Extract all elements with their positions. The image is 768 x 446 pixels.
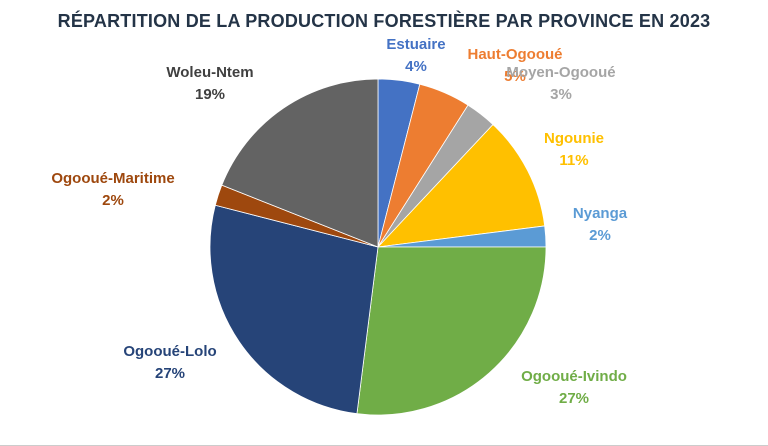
slice-percent: 27% — [558, 390, 590, 407]
slice-name: Woleu-Ntem — [166, 64, 254, 81]
pie-slice-ngounie — [376, 123, 546, 248]
pie-label-ogooue-lolo: Ogooué-Lolo 27% — [123, 341, 216, 385]
slice-name: Ogooué-Maritime — [51, 170, 175, 187]
slice-name: Nyanga — [572, 205, 628, 222]
chart-title: RÉPARTITION DE LA PRODUCTION FORESTIÈRE … — [57, 11, 711, 31]
pie-label-haut-ogooue: Haut-Ogooué 5% — [468, 44, 563, 88]
pie-label-moyen-ogooue: Moyen-Ogooué 3% — [506, 62, 615, 106]
slice-percent: 4% — [405, 58, 427, 75]
slice-name: Ogooué-Ivindo — [521, 368, 627, 385]
pie-label-estuaire: Estuaire 4% — [386, 34, 445, 78]
slice-name: Ngounie — [544, 130, 604, 147]
slice-percent: 27% — [154, 365, 186, 382]
slice-percent: 2% — [589, 227, 611, 244]
pie-slice-ogooue-ivindo — [356, 246, 547, 416]
pie-label-woleu-ntem: Woleu-Ntem 19% — [166, 62, 253, 106]
slice-name: Ogooué-Lolo — [123, 343, 217, 360]
slice-percent: 2% — [102, 192, 124, 209]
slice-name: Estuaire — [386, 36, 446, 53]
slice-name: Haut-Ogooué — [467, 46, 563, 63]
pie-slice-ogooue-lolo — [209, 204, 379, 415]
slice-percent: 11% — [559, 152, 589, 169]
slice-percent: 19% — [194, 86, 226, 103]
pie-label-ngounie: Ngounie 11% — [544, 128, 604, 172]
pie-label-ogooue-maritime: Ogooué-Maritime 2% — [51, 168, 174, 212]
slice-percent: 3% — [550, 86, 572, 103]
pie-label-nyanga: Nyanga 2% — [573, 203, 627, 247]
pie-label-ogooue-ivindo: Ogooué-Ivindo 27% — [521, 366, 627, 410]
slice-name: Moyen-Ogooué — [506, 64, 616, 81]
pie-slice-woleu-ntem — [221, 78, 379, 248]
slice-percent: 5% — [504, 68, 526, 85]
